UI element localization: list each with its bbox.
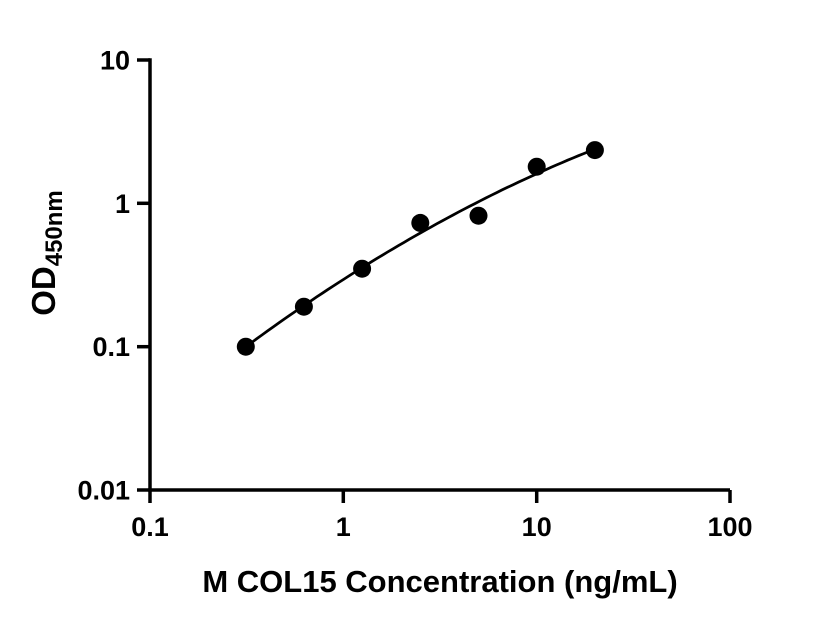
x-tick-label: 0.1 <box>131 512 169 542</box>
y-tick-label: 1 <box>115 189 130 219</box>
data-point <box>294 297 313 316</box>
data-point <box>585 141 604 160</box>
y-axis-title-sub: 450nm <box>41 190 68 266</box>
fit-curve <box>244 147 596 348</box>
y-tick-label: 10 <box>100 46 130 76</box>
x-tick-label: 100 <box>707 512 752 542</box>
x-tick-label: 10 <box>522 512 552 542</box>
data-points-group <box>236 141 604 356</box>
y-tick-label: 0.1 <box>92 332 130 362</box>
y-tick-group: 0.01 0.1 1 10 <box>77 46 150 506</box>
y-axis-title-main: OD <box>25 266 62 316</box>
data-point <box>527 157 546 176</box>
x-axis-title: M COL15 Concentration (ng/mL) <box>202 564 677 599</box>
data-point <box>236 337 255 356</box>
x-tick-group: 0.1 1 10 100 <box>131 490 753 542</box>
y-tick-label: 0.01 <box>77 476 130 506</box>
data-point <box>469 206 488 225</box>
x-tick-label: 1 <box>336 512 351 542</box>
data-point <box>411 213 430 232</box>
data-point <box>353 259 372 278</box>
y-axis-title: OD450nm <box>25 190 68 316</box>
